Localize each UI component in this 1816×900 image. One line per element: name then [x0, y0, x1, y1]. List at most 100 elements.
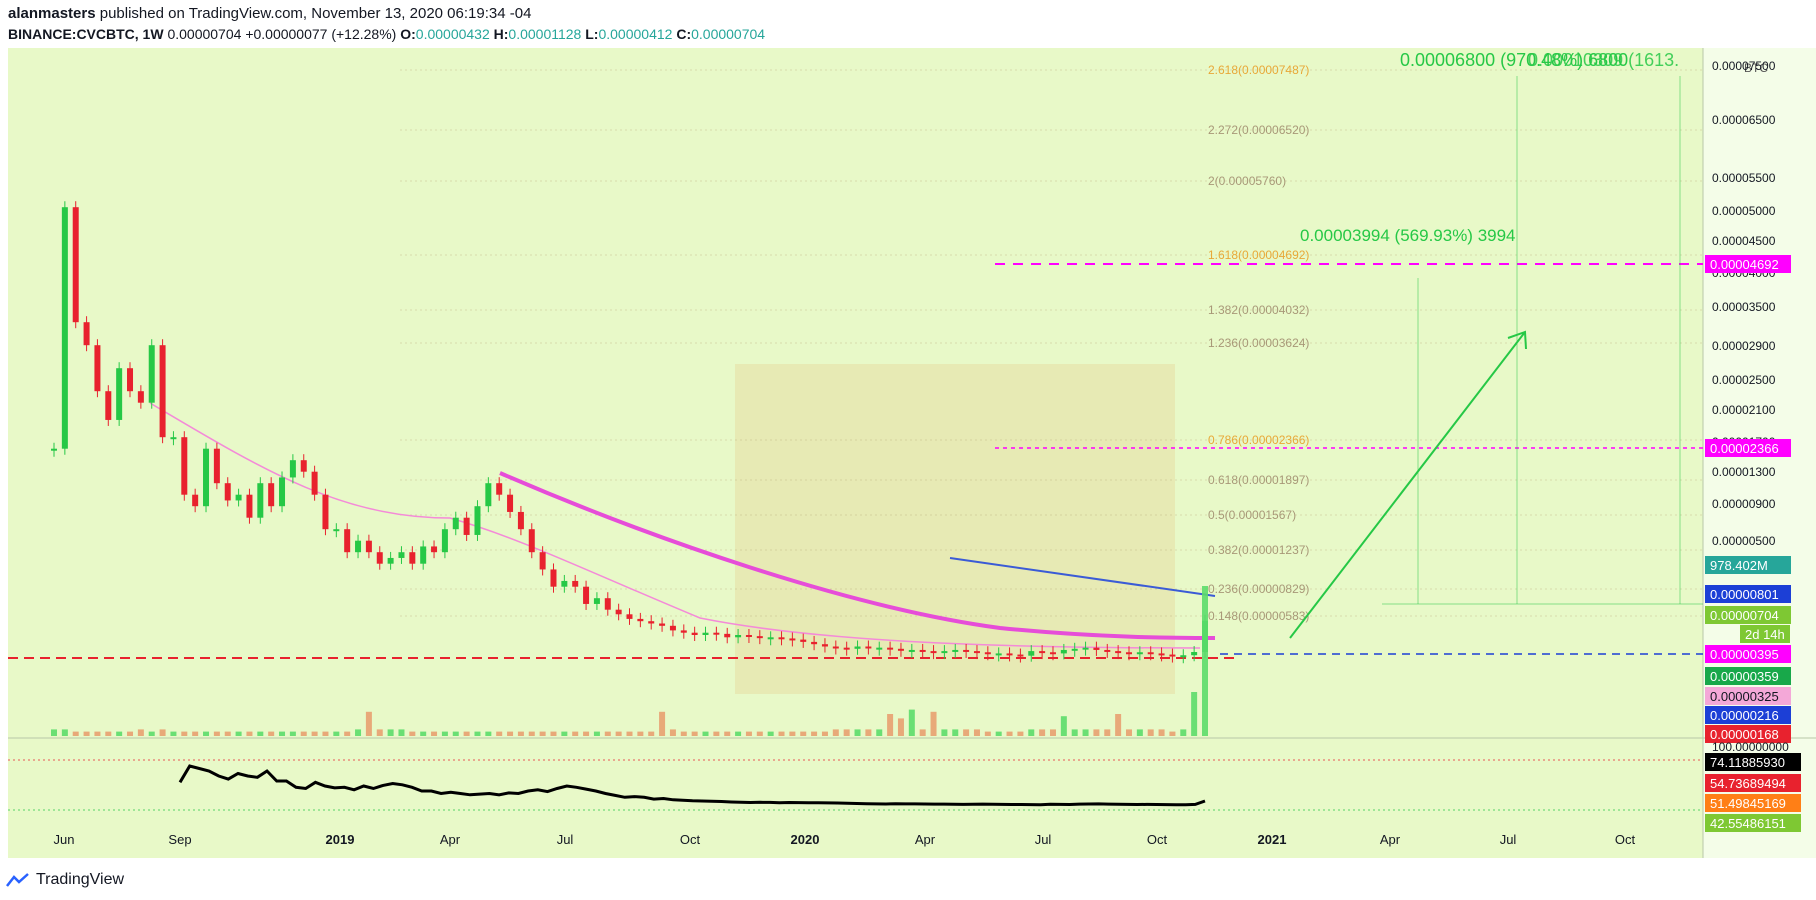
- candle-body[interactable]: [257, 483, 264, 518]
- annotation-target-1[interactable]: 0.00006800 (970.48%) 6800: [1400, 50, 1628, 70]
- candle-body[interactable]: [474, 506, 481, 535]
- candle-body[interactable]: [311, 471, 318, 495]
- candle-body[interactable]: [203, 448, 210, 507]
- candle-body[interactable]: [1071, 648, 1078, 651]
- candle-body[interactable]: [941, 651, 948, 654]
- candle-body[interactable]: [344, 529, 351, 553]
- candle-body[interactable]: [1082, 647, 1089, 650]
- candle-body[interactable]: [1049, 652, 1056, 655]
- candle-body[interactable]: [561, 580, 568, 587]
- candle-body[interactable]: [908, 649, 915, 652]
- candle-body[interactable]: [246, 494, 253, 518]
- candle-body[interactable]: [94, 345, 101, 392]
- candle-body[interactable]: [897, 648, 904, 651]
- candle-body[interactable]: [604, 598, 611, 610]
- candle-body[interactable]: [517, 511, 524, 530]
- candle-body[interactable]: [648, 621, 655, 624]
- candle-body[interactable]: [637, 618, 644, 622]
- candle-body[interactable]: [713, 632, 720, 635]
- candle-body[interactable]: [170, 437, 177, 440]
- candle-body[interactable]: [995, 653, 1002, 656]
- candle-body[interactable]: [452, 517, 459, 530]
- candle-body[interactable]: [778, 637, 785, 640]
- candle-body[interactable]: [756, 636, 763, 639]
- candle-body[interactable]: [268, 483, 275, 507]
- candle-body[interactable]: [192, 494, 199, 507]
- candle-body[interactable]: [702, 632, 709, 635]
- candle-body[interactable]: [496, 483, 503, 495]
- fib-level-label[interactable]: 1.618(0.00004692): [1208, 248, 1309, 262]
- fib-level-label[interactable]: 0.786(0.00002366): [1208, 433, 1309, 447]
- candle-body[interactable]: [507, 494, 514, 512]
- candle-body[interactable]: [1115, 651, 1122, 654]
- candle-body[interactable]: [1039, 651, 1046, 654]
- candle-body[interactable]: [854, 646, 861, 649]
- candle-body[interactable]: [724, 633, 731, 638]
- candle-body[interactable]: [680, 630, 687, 633]
- candle-body[interactable]: [431, 546, 438, 553]
- candle-body[interactable]: [420, 546, 427, 564]
- candle-body[interactable]: [984, 652, 991, 655]
- price-chart[interactable]: 2.618(0.00007487) 2.272(0.00006520) 2(0.00…: [0, 48, 1816, 864]
- candle-body[interactable]: [800, 639, 807, 642]
- candle-body[interactable]: [865, 646, 872, 649]
- candle-body[interactable]: [279, 477, 286, 507]
- fib-level-label[interactable]: 2.272(0.00006520): [1208, 123, 1309, 137]
- candle-body[interactable]: [593, 598, 600, 604]
- projection-arrow[interactable]: [1289, 331, 1526, 639]
- candle-body[interactable]: [615, 609, 622, 615]
- candle-body[interactable]: [691, 632, 698, 635]
- candle-body[interactable]: [1180, 655, 1187, 658]
- candle-body[interactable]: [1147, 652, 1154, 655]
- candle-body[interactable]: [105, 391, 112, 420]
- candle-body[interactable]: [1028, 651, 1035, 656]
- candle-body[interactable]: [83, 322, 90, 346]
- candle-body[interactable]: [398, 552, 405, 558]
- candle-body[interactable]: [322, 494, 329, 530]
- candle-body[interactable]: [387, 557, 394, 564]
- candle-body[interactable]: [659, 623, 666, 626]
- fib-level-label[interactable]: 2.618(0.00007487): [1208, 63, 1309, 77]
- tradingview-footer[interactable]: TradingView: [6, 868, 124, 892]
- candle-body[interactable]: [355, 540, 362, 553]
- candle-body[interactable]: [137, 391, 144, 403]
- candle-body[interactable]: [181, 437, 188, 495]
- candle-body[interactable]: [789, 638, 796, 641]
- candle-body[interactable]: [843, 647, 850, 650]
- candle-body[interactable]: [116, 368, 123, 420]
- candle-body[interactable]: [1158, 653, 1165, 656]
- candle-body[interactable]: [1191, 652, 1198, 656]
- candle-body[interactable]: [973, 651, 980, 654]
- candle-body[interactable]: [485, 483, 492, 507]
- symbol-label[interactable]: BINANCE:CVCBTC, 1W: [8, 26, 164, 42]
- candle-body[interactable]: [159, 345, 166, 438]
- candle-body[interactable]: [669, 625, 676, 631]
- candle-body[interactable]: [528, 529, 535, 553]
- candle-body[interactable]: [289, 460, 296, 478]
- candle-body[interactable]: [235, 494, 242, 501]
- candle-body[interactable]: [811, 641, 818, 645]
- annotation-target-3[interactable]: 0.00003994 (569.93%) 3994: [1300, 226, 1516, 245]
- fib-level-label[interactable]: 1.382(0.00004032): [1208, 303, 1309, 317]
- candle-body[interactable]: [572, 580, 579, 587]
- candle-body[interactable]: [1104, 649, 1111, 652]
- candle-body[interactable]: [1125, 652, 1132, 655]
- candle-body[interactable]: [333, 529, 340, 532]
- candle-body[interactable]: [1060, 649, 1067, 654]
- candle-body[interactable]: [409, 552, 416, 564]
- candle-body[interactable]: [539, 552, 546, 570]
- candle-body[interactable]: [887, 647, 894, 650]
- fib-level-label[interactable]: 0.5(0.00001567): [1208, 508, 1296, 522]
- fib-level-label[interactable]: 0.236(0.00000829): [1208, 582, 1309, 596]
- candle-body[interactable]: [919, 649, 926, 652]
- candle-body[interactable]: [550, 569, 557, 587]
- candle-body[interactable]: [735, 635, 742, 638]
- fib-level-label[interactable]: 1.236(0.00003624): [1208, 336, 1309, 350]
- author-name[interactable]: alanmasters: [8, 5, 96, 22]
- candle-body[interactable]: [1169, 654, 1176, 657]
- fib-level-label[interactable]: 0.618(0.00001897): [1208, 473, 1309, 487]
- candle-body[interactable]: [61, 207, 68, 449]
- candle-body[interactable]: [441, 529, 448, 553]
- candle-body[interactable]: [821, 644, 828, 647]
- fib-level-label[interactable]: 0.148(0.00000583): [1208, 609, 1309, 623]
